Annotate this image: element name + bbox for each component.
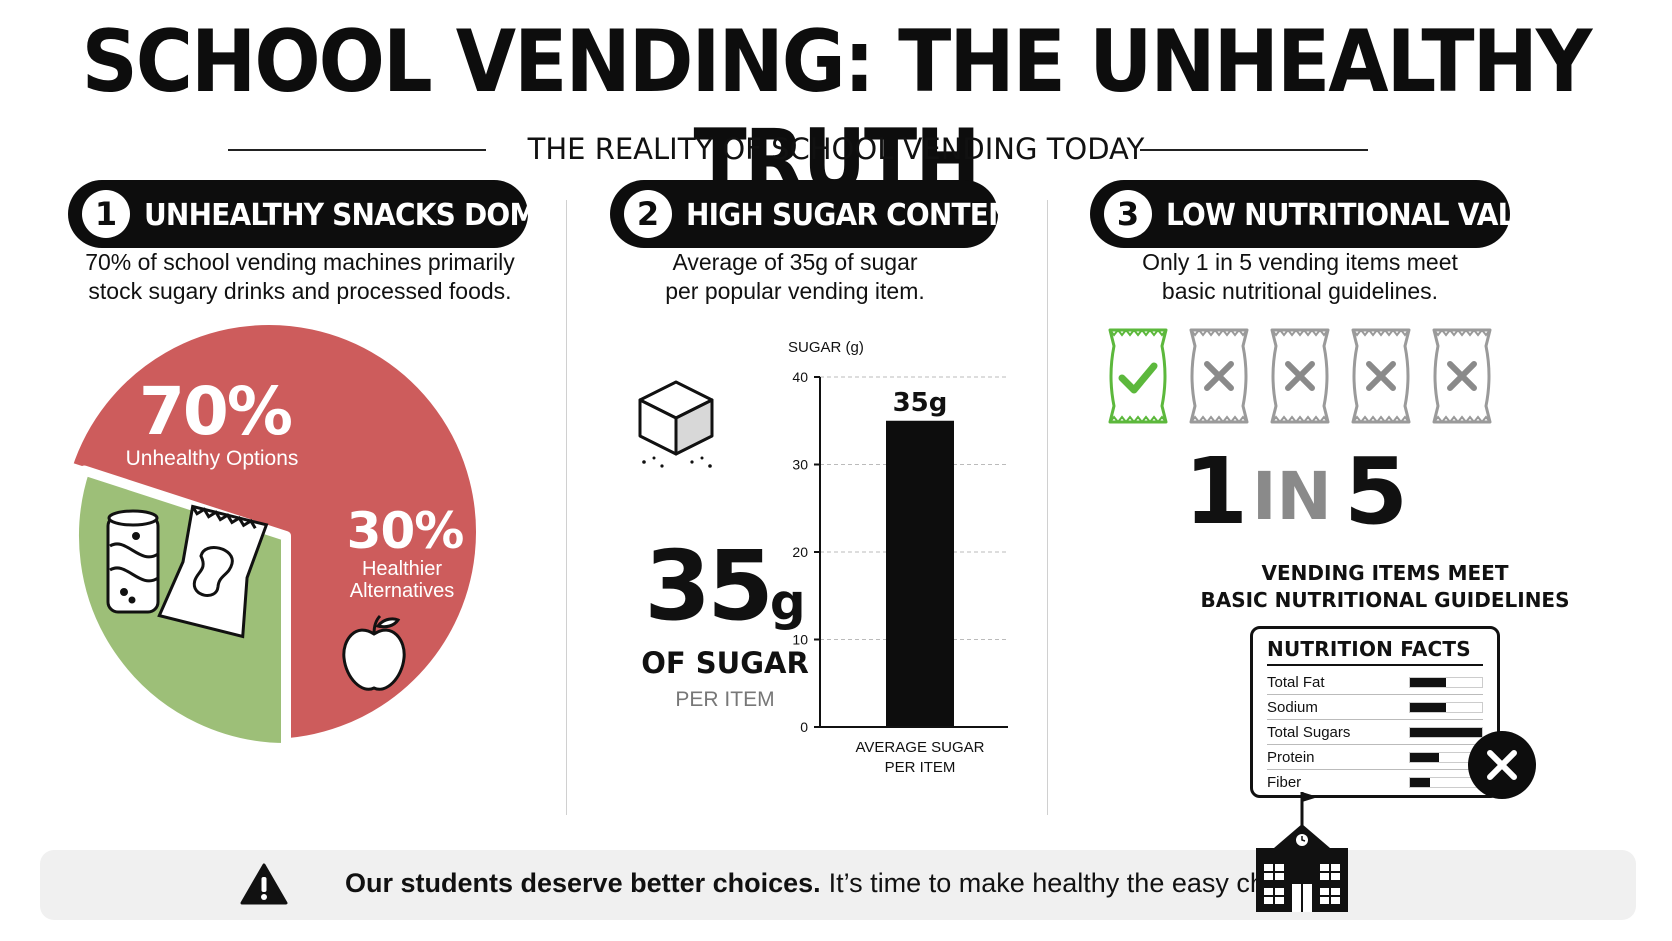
ratio-in: IN [1252, 458, 1332, 535]
apple-icon [342, 614, 406, 691]
ratio-description: VENDING ITEMS MEET BASIC NUTRITIONAL GUI… [1190, 560, 1580, 614]
nutrition-row-bar-fill [1410, 702, 1446, 712]
x-icon [1285, 361, 1315, 391]
column-divider-1 [566, 200, 567, 815]
vending-item-fail [1432, 328, 1492, 424]
section-1-header: 1 UNHEALTHY SNACKS DOMINATE [68, 180, 625, 248]
check-icon [1118, 362, 1158, 394]
nutrition-row-bar-fill [1410, 778, 1431, 787]
nutrition-row-label: Total Fat [1267, 673, 1325, 691]
bar-chart-tick-label: 30 [792, 457, 808, 473]
nutrition-row-bar [1409, 726, 1483, 738]
vending-item-fail [1351, 328, 1411, 424]
section-3-heading: LOW NUTRITIONAL VALUE [1166, 196, 1555, 232]
section-2-description: Average of 35g of sugar per popular vend… [580, 248, 1010, 306]
section-3-desc-line2: basic nutritional guidelines. [1161, 278, 1439, 304]
bar-average-sugar [886, 420, 954, 727]
pie-slice-name-healthier-line1: Healthier [362, 558, 442, 580]
sugar-callout-line2: PER ITEM [675, 688, 775, 711]
section-2-heading: HIGH SUGAR CONTENT [686, 196, 1030, 232]
section-1-heading: UNHEALTHY SNACKS DOMINATE [144, 196, 625, 232]
nutrition-row-total-fat: Total Fat [1267, 670, 1483, 695]
section-2-number: 2 [624, 190, 672, 238]
bar-chart-tick-label: 10 [792, 632, 808, 648]
school-building-icon [1256, 792, 1348, 912]
vending-items-row [1108, 328, 1492, 424]
footer-message-bold: Our students deserve better choices. [345, 868, 821, 898]
nutrition-row-label: Fiber [1267, 774, 1302, 791]
nutrition-row-bar [1409, 701, 1483, 713]
ratio-callout: 1 IN 5 [1184, 438, 1550, 568]
sugar-callout-unit: g [769, 573, 806, 631]
chips-bag-icon [157, 504, 269, 639]
ratio-five: 5 [1344, 438, 1409, 545]
x-icon [1447, 361, 1477, 391]
column-divider-2 [1047, 200, 1048, 815]
footer-message: Our students deserve better choices. It’s… [345, 868, 1322, 899]
sugar-callout-value: 35g [640, 530, 810, 642]
pie-slice-label-unhealthy: 70% [139, 373, 292, 450]
section-2-desc-line1: Average of 35g of sugar [672, 249, 918, 275]
bar-category-label-line1: AVERAGE SUGAR [856, 739, 985, 756]
sugar-callout-line1: OF SUGAR [641, 646, 809, 680]
nutrition-row-label: Sodium [1267, 698, 1318, 716]
nutrition-row-label: Total Sugars [1267, 723, 1351, 741]
bar-chart-tick-label: 20 [792, 544, 808, 560]
nutrition-row-sodium: Sodium [1267, 695, 1483, 720]
ratio-line2: BASIC NUTRITIONAL GUIDELINES [1200, 588, 1570, 612]
subtitle-row: THE REALITY OF SCHOOL VENDING TODAY [0, 128, 1672, 172]
nutrition-facts-rule [1267, 664, 1483, 666]
footer-message-text: It’s time to make healthy the easy choic… [828, 868, 1322, 898]
nutrition-row-bar-fill [1410, 677, 1446, 687]
subtitle-rule-right [1140, 149, 1368, 151]
section-3-desc-line1: Only 1 in 5 vending items meet [1142, 249, 1458, 275]
soda-can-icon [106, 509, 160, 614]
warning-icon [240, 863, 288, 905]
vending-item-fail [1189, 328, 1249, 424]
vending-item-pass [1108, 328, 1168, 424]
ratio-line1: VENDING ITEMS MEET [1261, 561, 1509, 585]
nutrition-facts-title: NUTRITION FACTS [1267, 637, 1471, 661]
nutrition-row-bar-fill [1410, 752, 1439, 762]
ratio-one: 1 [1184, 438, 1249, 545]
nutrition-row-bar-fill [1410, 727, 1482, 737]
sugar-cube-icon [638, 380, 714, 468]
fail-x-icon [1468, 731, 1536, 799]
page-title: SCHOOL VENDING: THE UNHEALTHY TRUTH [81, 13, 1593, 211]
x-icon [1204, 361, 1234, 391]
nutrition-row-total-sugars: Total Sugars [1267, 720, 1483, 745]
section-1-desc-line2: stock sugary drinks and processed foods. [88, 278, 512, 304]
bar-data-label: 35g [893, 388, 948, 418]
snack-bag-icon [1108, 328, 1168, 424]
section-1-desc-line1: 70% of school vending machines primarily [85, 249, 515, 275]
section-3-description: Only 1 in 5 vending items meet basic nut… [1090, 248, 1510, 306]
section-3-number: 3 [1104, 190, 1152, 238]
unhealthy-pie-chart: 70% Unhealthy Options 30% Healthier Alte… [62, 315, 486, 753]
nutrition-row-bar [1409, 676, 1483, 688]
subtitle-rule-left [228, 149, 486, 151]
pie-slice-label-healthier: 30% [347, 502, 464, 560]
bar-category-label-line2: PER ITEM [885, 759, 956, 776]
bar-chart-tick-label: 40 [792, 369, 808, 385]
section-1-description: 70% of school vending machines primarily… [40, 248, 560, 306]
nutrition-row-fiber: Fiber [1267, 770, 1483, 795]
bar-chart-y-axis-label: SUGAR (g) [788, 339, 864, 356]
pie-slice-name-unhealthy: Unhealthy Options [126, 447, 299, 470]
pie-slice-name-healthier-line2: Alternatives [350, 580, 455, 602]
nutrition-row-label: Protein [1267, 748, 1315, 766]
page-subtitle: THE REALITY OF SCHOOL VENDING TODAY [527, 132, 1145, 166]
x-icon [1366, 361, 1396, 391]
footer-banner: Our students deserve better choices. It’s… [40, 792, 1636, 920]
section-3-header: 3 LOW NUTRITIONAL VALUE [1090, 180, 1555, 248]
sugar-callout-number: 35 [644, 530, 774, 642]
nutrition-row-protein: Protein [1267, 745, 1483, 770]
bar-chart-tick-label: 0 [800, 719, 808, 735]
sugar-bar-chart: SUGAR (g) 0 10 20 30 40 35g AVERAGE SUGAR PE… [788, 339, 1008, 776]
section-2-desc-line2: per popular vending item. [665, 278, 925, 304]
nutrition-facts-label: NUTRITION FACTS Total Fat Sodium Total S… [1250, 626, 1500, 798]
section-1-number: 1 [82, 190, 130, 238]
section-2-header: 2 HIGH SUGAR CONTENT [610, 180, 1030, 248]
vending-item-fail [1270, 328, 1330, 424]
